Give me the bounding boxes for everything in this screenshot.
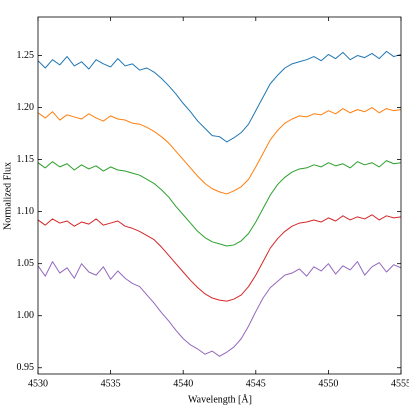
spectrum-line xyxy=(38,214,401,302)
x-tick-label: 4545 xyxy=(246,378,266,389)
y-tick-label: 1.10 xyxy=(17,206,35,217)
axes-frame xyxy=(37,16,402,375)
y-tick-label: 1.15 xyxy=(17,154,35,165)
spectrum-line xyxy=(38,261,401,357)
x-tick-label: 4535 xyxy=(101,378,121,389)
y-axis-label: Normalized Flux xyxy=(2,162,13,230)
y-tick-label: 0.95 xyxy=(17,362,35,373)
spectrum-line xyxy=(38,107,401,195)
y-tick-label: 1.20 xyxy=(17,102,35,113)
x-tick-label: 4530 xyxy=(28,378,48,389)
y-tick-label: 1.05 xyxy=(17,258,35,269)
x-tick-label: 4550 xyxy=(318,378,338,389)
x-tick-label: 4540 xyxy=(173,378,193,389)
spectrum-line xyxy=(38,160,401,247)
y-tick-label: 1.25 xyxy=(17,50,35,61)
spectrum-line xyxy=(38,50,401,143)
y-tick-label: 1.00 xyxy=(17,310,35,321)
plot-area xyxy=(38,50,401,357)
x-axis-label: Wavelength [Å] xyxy=(188,393,252,405)
x-tick-label: 4555 xyxy=(391,378,409,389)
